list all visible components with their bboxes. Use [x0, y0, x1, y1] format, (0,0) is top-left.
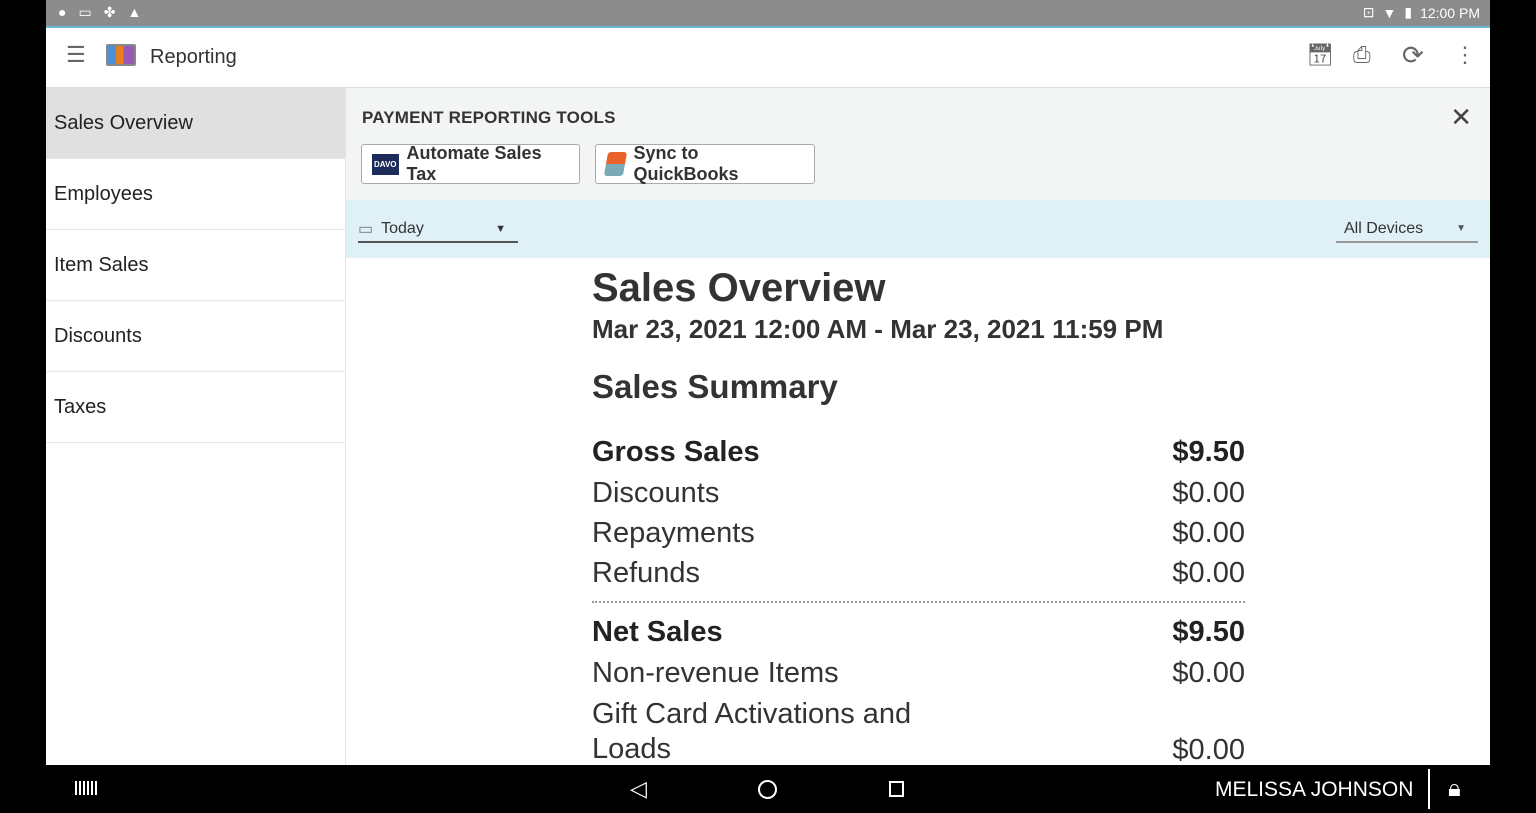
row-label: Discounts [592, 477, 720, 509]
row-discounts: Discounts $0.00 [592, 477, 1245, 510]
notification-icon: ● [58, 4, 67, 20]
row-label: Repayments [592, 517, 755, 549]
app-bar: ☰ Reporting 📅︎ ⎙ ⟳ ⋮ [46, 28, 1490, 88]
report-date-range: Mar 23, 2021 12:00 AM - Mar 23, 2021 11:… [592, 314, 1164, 344]
app-title: Reporting [150, 46, 237, 68]
row-refunds: Refunds $0.00 [592, 557, 1245, 590]
status-bar: ● ▭ ✤ ▲ ⊡ ▼ ▮ 12:00 PM [46, 0, 1490, 26]
row-value: $0.00 [1172, 557, 1245, 589]
home-icon[interactable] [758, 780, 777, 799]
row-value: $0.00 [1172, 734, 1245, 765]
reporting-logo [106, 44, 136, 66]
barcode-icon[interactable] [75, 781, 97, 795]
row-gift-card: Gift Card Activations and Loads $0.00 [592, 697, 1245, 765]
calendar-icon[interactable]: 📅︎ [1306, 42, 1334, 67]
button-label: Sync to QuickBooks [633, 143, 739, 184]
lock-icon[interactable]: 🔒︎ [1448, 775, 1461, 802]
sidebar-item-employees[interactable]: Employees [46, 159, 345, 230]
automate-sales-tax-button[interactable]: DAVO Automate Sales Tax [361, 143, 580, 184]
tools-heading: PAYMENT REPORTING TOOLS [362, 108, 616, 127]
sync-logo-icon [603, 152, 628, 176]
clock: 12:00 PM [1420, 4, 1480, 21]
report-title: Sales Overview [592, 266, 886, 310]
back-icon[interactable]: ◁ [630, 776, 647, 801]
sidebar-item-label: Taxes [54, 396, 107, 418]
button-label: Automate Sales Tax [406, 143, 542, 184]
sidebar-item-sales-overview[interactable]: Sales Overview [46, 88, 345, 159]
dropdown-arrow-icon: ▼ [1456, 223, 1466, 234]
sync-icon[interactable]: ⟳ [1402, 40, 1424, 70]
davo-logo: DAVO [372, 153, 399, 175]
sidebar-item-item-sales[interactable]: Item Sales [46, 230, 345, 301]
divider [1428, 769, 1430, 809]
row-label: Gross Sales [592, 436, 760, 468]
row-non-revenue: Non-revenue Items $0.00 [592, 657, 1245, 690]
divider [592, 601, 1245, 603]
print-icon[interactable]: ⎙ [1353, 42, 1371, 67]
sidebar-item-label: Discounts [54, 325, 142, 347]
cast-icon: ⊡ [1362, 4, 1375, 20]
row-value: $0.00 [1172, 517, 1245, 549]
filter-bar: ▭ Today ▼ All Devices ▼ [346, 200, 1490, 258]
sidebar-item-taxes[interactable]: Taxes [46, 372, 345, 443]
fan-icon: ✤ [103, 4, 116, 20]
row-label: Net Sales [592, 616, 723, 648]
battery-icon: ▮ [1404, 4, 1413, 20]
wifi-icon: ▼ [1382, 4, 1397, 21]
row-value: $9.50 [1172, 436, 1245, 468]
more-vert-icon[interactable]: ⋮ [1454, 42, 1476, 67]
warning-icon: ▲ [127, 4, 142, 20]
dropdown-arrow-icon: ▼ [495, 222, 506, 235]
row-label: Gift Card Activations and Loads [592, 698, 912, 765]
sidebar-item-discounts[interactable]: Discounts [46, 301, 345, 372]
sidebar-item-label: Employees [54, 183, 153, 205]
navigation-bar: ◁ MELISSA JOHNSON 🔒︎ [0, 765, 1536, 813]
date-range-dropdown[interactable]: ▭ Today ▼ [358, 216, 518, 243]
row-repayments: Repayments $0.00 [592, 517, 1245, 550]
row-value: $0.00 [1172, 477, 1245, 509]
calendar-icon: ▭ [358, 220, 374, 238]
date-value: Today [381, 219, 424, 237]
sync-quickbooks-button[interactable]: Sync to QuickBooks [595, 143, 815, 184]
sidebar: Sales Overview Employees Item Sales Disc… [46, 88, 346, 765]
recents-icon[interactable] [889, 781, 904, 797]
sidebar-item-label: Sales Overview [54, 112, 193, 134]
devices-value: All Devices [1344, 219, 1424, 237]
row-value: $9.50 [1172, 616, 1245, 648]
row-label: Refunds [592, 557, 701, 589]
close-icon[interactable]: ✕ [1450, 102, 1472, 132]
report-content: Sales Overview Mar 23, 2021 12:00 AM - M… [346, 258, 1490, 765]
row-net-sales: Net Sales $9.50 [592, 616, 1245, 649]
menu-icon[interactable]: ☰ [66, 42, 86, 67]
row-gross-sales: Gross Sales $9.50 [592, 436, 1245, 469]
card-icon: ▭ [78, 4, 92, 20]
row-label: Non-revenue Items [592, 657, 839, 689]
status-divider [46, 26, 1490, 28]
devices-dropdown[interactable]: All Devices ▼ [1336, 216, 1478, 243]
section-title: Sales Summary [592, 368, 838, 405]
row-value: $0.00 [1172, 657, 1245, 689]
sidebar-item-label: Item Sales [54, 254, 149, 276]
user-name: MELISSA JOHNSON [1215, 778, 1414, 801]
payment-tools-panel: PAYMENT REPORTING TOOLS ✕ DAVO Automate … [346, 88, 1490, 200]
